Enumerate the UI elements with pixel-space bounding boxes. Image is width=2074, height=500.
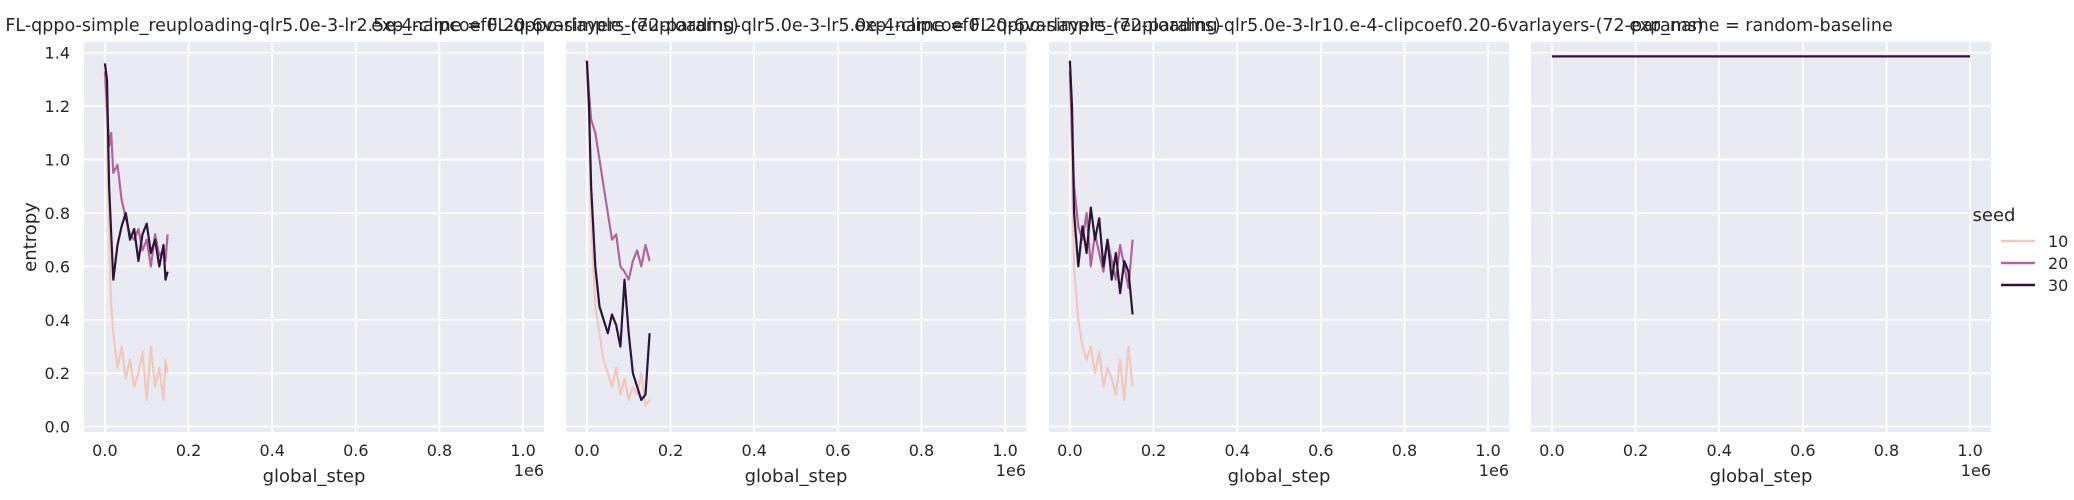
- x-tick-label: 0.6: [1308, 441, 1333, 460]
- x-tick-label: 0.4: [741, 441, 766, 460]
- x-tick-label: 0.4: [1706, 441, 1731, 460]
- legend-label: 20: [2048, 254, 2068, 273]
- series-line-seed-10: [103, 79, 169, 401]
- x-offset-label: 1e6: [1479, 461, 1509, 480]
- x-offset-label: 1e6: [1961, 461, 1991, 480]
- series-line-seed-30: [585, 60, 651, 401]
- legend-entry-10: 10: [2001, 232, 2068, 251]
- x-tick-label: 0.6: [343, 441, 368, 460]
- chart-panels: 0.00.20.40.60.81.01e6global_stepexp_name…: [0, 16, 1991, 487]
- series-line-seed-30: [1068, 60, 1134, 315]
- series-line-seed-30: [103, 63, 169, 281]
- x-axis-label: global_step: [263, 466, 366, 487]
- x-tick-label: 0.2: [1141, 441, 1166, 460]
- y-tick-label: 0.4: [45, 311, 70, 330]
- y-tick-label: 1.4: [45, 44, 70, 63]
- panel-1: 0.00.20.40.60.81.01e6global_stepexp_name…: [0, 16, 739, 487]
- x-tick-label: 0.8: [1874, 441, 1899, 460]
- x-tick-label: 0.6: [825, 441, 850, 460]
- x-tick-label: 1.0: [510, 441, 535, 460]
- series-line-seed-20: [103, 71, 169, 268]
- legend-label: 10: [2048, 232, 2068, 251]
- x-tick-label: 0.0: [1057, 441, 1082, 460]
- x-tick-label: 1.0: [992, 441, 1017, 460]
- x-offset-label: 1e6: [514, 461, 544, 480]
- legend-entry-20: 20: [2001, 254, 2068, 273]
- panel-3: 0.0 0.2 0.4 0.6 0.8 1.01e6global_stepexp_name…: [854, 16, 1704, 487]
- x-tick-label: 0.8: [1392, 441, 1417, 460]
- x-tick-label: 0.0: [574, 441, 599, 460]
- plot-background: [1531, 42, 1991, 432]
- y-tick-label: 0.0: [45, 418, 70, 437]
- y-axis-label: entropy: [20, 202, 41, 272]
- y-tick-label: 0.6: [45, 257, 70, 276]
- legend-title: seed: [1973, 205, 2016, 226]
- x-tick-label: 0.4: [259, 441, 284, 460]
- x-tick-label: 0.8: [909, 441, 934, 460]
- plot-background: [84, 42, 544, 432]
- plot-background: [566, 42, 1026, 432]
- plot-background: [1049, 42, 1509, 432]
- x-tick-label: 0.0: [1539, 441, 1564, 460]
- x-tick-label: 0.4: [1224, 441, 1249, 460]
- panel-title: exp_name = FL-qppo-simple_reuploading-ql…: [371, 16, 1221, 36]
- legend-entries: 10 20 30: [2001, 232, 2068, 295]
- x-tick-label: 1.0: [1475, 441, 1500, 460]
- x-tick-label: 0.2: [658, 441, 683, 460]
- panel-2: 0.0 0.2 0.4 0.6 0.8 1.01e6global_stepexp_name…: [371, 16, 1221, 487]
- series-line-seed-20: [585, 60, 651, 281]
- x-tick-label: 0.2: [176, 441, 201, 460]
- y-tick-label: 1.0: [45, 151, 70, 170]
- series-line-seed-10: [1068, 79, 1134, 401]
- x-axis-label: global_step: [1228, 466, 1331, 487]
- x-axis-label: global_step: [1710, 466, 1813, 487]
- y-tick-label: 0.2: [45, 364, 70, 383]
- y-tick-label: 1.2: [45, 97, 70, 116]
- x-offset-label: 1e6: [996, 461, 1026, 480]
- panel-title: exp_name = FL-qppo-simple_reuploading-ql…: [854, 16, 1704, 36]
- series-line-seed-20: [1068, 71, 1134, 289]
- x-tick-label: 0.0: [92, 441, 117, 460]
- legend-entry-30: 30: [2001, 276, 2068, 295]
- legend: seed 10 20 30: [1973, 205, 2069, 295]
- panel-title: exp_name = random-baseline: [1629, 16, 1893, 36]
- x-tick-label: 0.6: [1790, 441, 1815, 460]
- x-tick-label: 1.0: [1957, 441, 1982, 460]
- x-axis-label: global_step: [745, 466, 848, 487]
- x-tick-label: 0.2: [1623, 441, 1648, 460]
- panel-title: exp_name = FL-qppo-simple_reuploading-ql…: [0, 16, 739, 36]
- y-tick-label: 0.8: [45, 204, 70, 223]
- x-tick-label: 0.8: [427, 441, 452, 460]
- legend-label: 30: [2048, 276, 2068, 295]
